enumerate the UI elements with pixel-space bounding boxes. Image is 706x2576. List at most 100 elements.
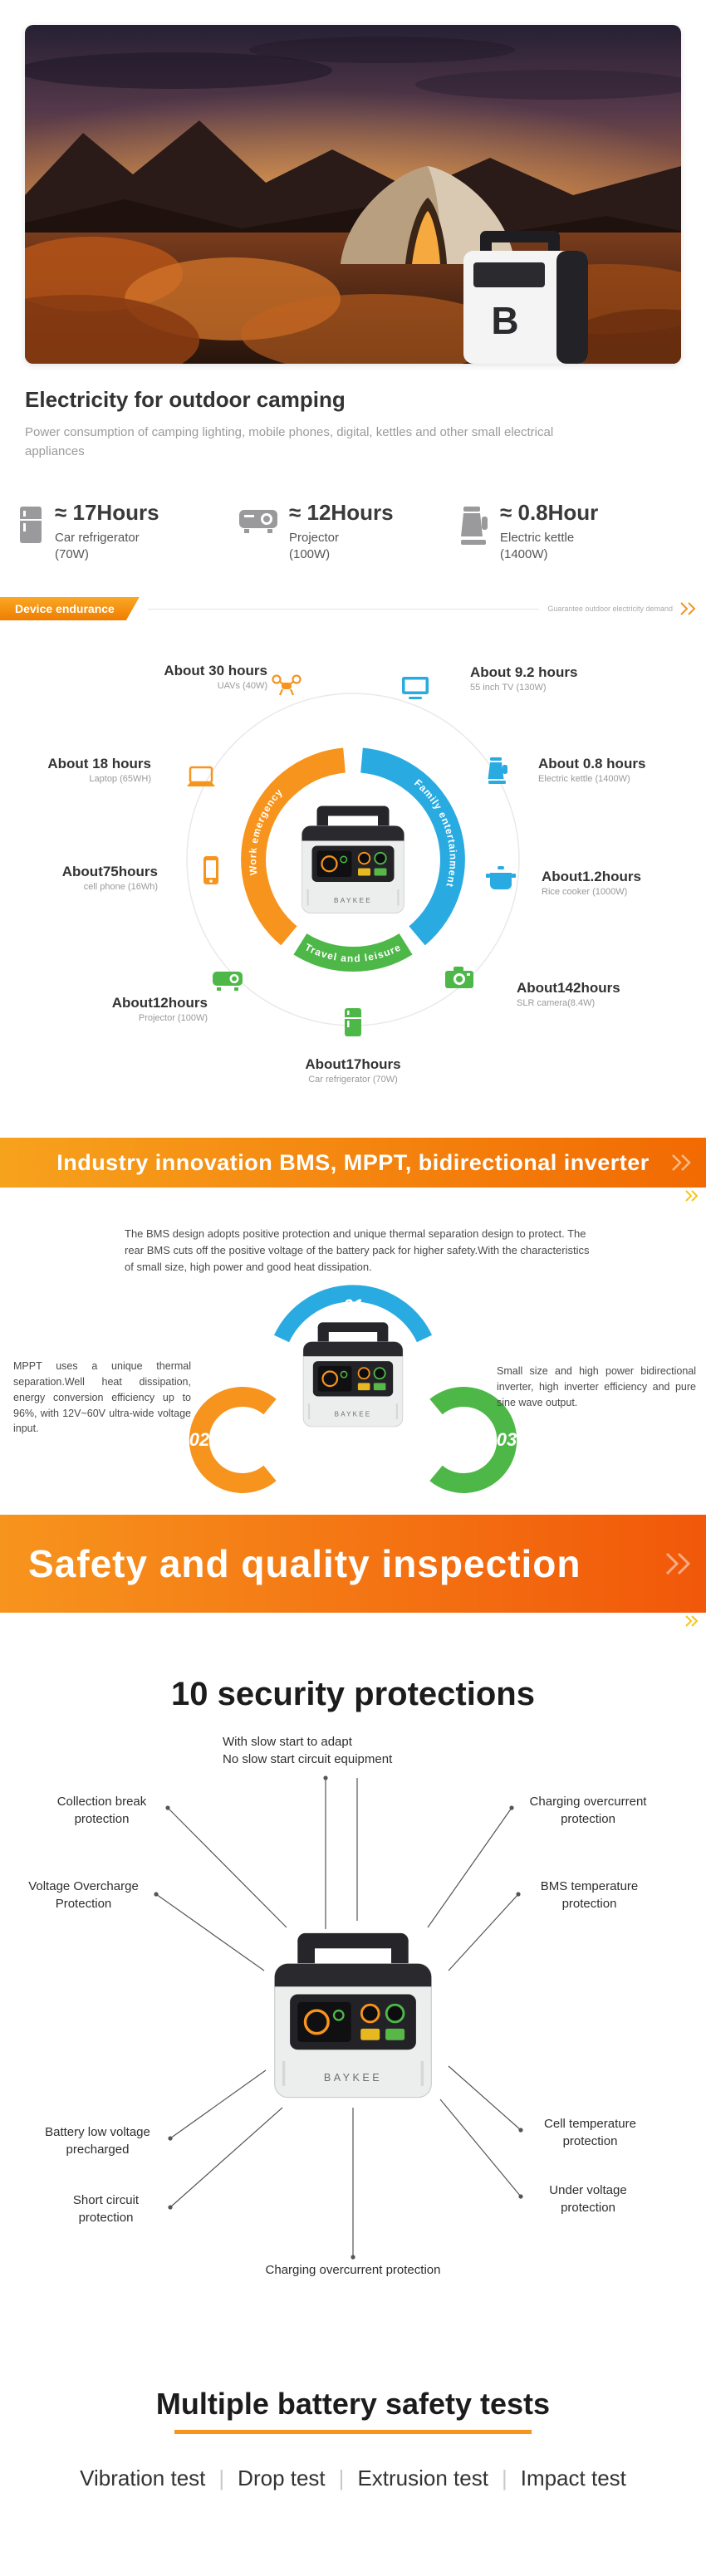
inverter-paragraph: Small size and high power bidirectional … xyxy=(497,1365,696,1408)
endurance-hours: ≈ 17Hours xyxy=(55,499,159,525)
protection-cell-temperature: Cell temperature protection xyxy=(544,2117,636,2149)
loop-orange xyxy=(189,1387,277,1494)
wheel-item-uav: About 30 hours UAVs (40W) xyxy=(164,663,267,691)
cloud xyxy=(25,52,332,89)
product-screen xyxy=(473,262,545,287)
cellphone-icon xyxy=(203,856,218,884)
rice-cooker-icon xyxy=(486,866,516,889)
kettle-icon xyxy=(461,506,488,545)
bms-section: The BMS design adopts positive protectio… xyxy=(0,1204,706,1515)
loop-green xyxy=(429,1387,517,1494)
test-impact: Impact test xyxy=(520,2466,626,2491)
safety-banner-text: Safety and quality inspection xyxy=(28,1542,581,1586)
separator: | xyxy=(501,2466,507,2491)
chevron-right-icon xyxy=(679,602,698,615)
chevron-right-icon xyxy=(685,1615,699,1628)
test-extrusion: Extrusion test xyxy=(357,2466,488,2491)
protection-charging-overcurrent: Charging overcurrent protection xyxy=(529,1795,647,1827)
innovation-banner-text: Industry innovation BMS, MPPT, bidirecti… xyxy=(56,1149,650,1175)
segment-work xyxy=(241,747,346,946)
segment-family xyxy=(360,747,465,946)
drone-icon xyxy=(272,674,302,696)
endurance-device: Electric kettle xyxy=(500,530,575,545)
wheel-item-rice-cooker: About1.2hours Rice cooker (1000W) xyxy=(542,869,641,897)
device-endurance-ribbon: Device endurance Guarantee outdoor elect… xyxy=(0,596,706,621)
wheel-item-camera: About142hours SLR camera(8.4W) xyxy=(517,980,620,1008)
protection-under-voltage: Under voltage protection xyxy=(549,2183,627,2216)
protections-title: 10 security protections xyxy=(171,1676,535,1713)
ribbon-note: Guarantee outdoor electricity demand xyxy=(547,605,673,613)
step-number-2: 02 xyxy=(189,1429,210,1450)
projector-small-icon xyxy=(213,972,243,991)
endurance-wheel: Work emergency Family entertainment Trav… xyxy=(0,631,706,1117)
protection-bms-temperature: BMS temperature protection xyxy=(540,1879,639,1912)
battery-tests-row: Vibration test | Drop test | Extrusion t… xyxy=(0,2466,706,2491)
protection-collection-break: Collection break protection xyxy=(56,1795,147,1827)
endurance-hours: ≈ 12Hours xyxy=(289,499,394,525)
wheel-item-cellphone: About75hours cell phone (16Wh) xyxy=(61,864,158,892)
test-vibration: Vibration test xyxy=(80,2466,206,2491)
hero-product: B xyxy=(463,231,588,364)
wheel-item-electric-kettle: About 0.8 hours Electric kettle (1400W) xyxy=(538,756,646,784)
power-station-product xyxy=(291,802,415,918)
chevron-right-icon xyxy=(665,1553,691,1575)
endurance-power: (1400W) xyxy=(500,546,548,561)
wheel-item-car-fridge: About17hours Car refrigerator (70W) xyxy=(305,1056,401,1085)
safety-banner: Safety and quality inspection xyxy=(0,1515,706,1614)
separator: | xyxy=(218,2466,225,2491)
protection-charging-overcurrent-bottom: Charging overcurrent protection xyxy=(265,2263,441,2278)
protection-short-circuit: Short circuit protection xyxy=(72,2193,140,2226)
tv-icon xyxy=(402,677,429,699)
protections-diagram: With slow start to adapt No slow start c… xyxy=(0,1721,706,2340)
protection-voltage-overcharge: Voltage Overcharge Protection xyxy=(28,1879,139,1912)
endurance-device: Projector xyxy=(289,530,340,545)
endurance-item-fridge: ≈ 17Hours Car refrigerator (70W) xyxy=(17,500,238,564)
tent xyxy=(341,166,515,264)
camera-icon xyxy=(445,967,473,988)
divider-line xyxy=(147,608,540,610)
test-drop: Drop test xyxy=(238,2466,326,2491)
electric-kettle-icon xyxy=(488,757,507,784)
endurance-hours: ≈ 0.8Hour xyxy=(500,499,599,525)
car-fridge-icon xyxy=(345,1008,361,1036)
protection-battery-low-voltage: Battery low voltage precharged xyxy=(45,2125,150,2157)
innovation-banner: Industry innovation BMS, MPPT, bidirecti… xyxy=(0,1138,706,1188)
power-station-product xyxy=(257,1927,449,2104)
decor-chevron-row xyxy=(0,1613,706,1629)
hero-section: B Electricity for outdoor camping Power … xyxy=(0,0,706,462)
brand-logo: B xyxy=(491,299,518,342)
step-number-1: 01 xyxy=(343,1295,363,1316)
chevron-right-icon xyxy=(672,1154,691,1171)
fridge-icon xyxy=(20,506,42,543)
endurance-power: (70W) xyxy=(55,546,89,561)
bms-loops: 01 02 03 xyxy=(189,1285,517,1494)
separator: | xyxy=(338,2466,345,2491)
product-handle xyxy=(480,231,560,242)
camping-photo: B xyxy=(25,25,681,364)
mountains xyxy=(25,120,681,242)
endurance-item-kettle: ≈ 0.8Hour Electric kettle (1400W) xyxy=(458,500,679,564)
hero-subtitle: Power consumption of camping lighting, m… xyxy=(25,425,554,459)
title-underline xyxy=(174,2430,532,2435)
bms-diagram: 01 02 03 MPPT uses a unique thermal sepa… xyxy=(0,1282,706,1515)
projector-icon xyxy=(239,509,277,533)
protection-slow-start: With slow start to adapt No slow start c… xyxy=(223,1735,393,1767)
battery-tests-title: Multiple battery safety tests xyxy=(155,2387,551,2422)
chevron-right-icon xyxy=(685,1190,699,1202)
laptop-icon xyxy=(187,766,215,786)
bms-intro-paragraph: The BMS design adopts positive protectio… xyxy=(125,1227,590,1274)
power-station-product xyxy=(292,1319,414,1431)
decor-chevron-row xyxy=(0,1188,706,1204)
hero-title: Electricity for outdoor camping xyxy=(25,387,346,412)
wheel-item-projector: About12hours Projector (100W) xyxy=(111,995,208,1023)
wheel-item-tv: About 9.2 hours 55 inch TV (130W) xyxy=(470,664,578,693)
loop-blue xyxy=(273,1285,433,1343)
endurance-row: ≈ 17Hours Car refrigerator (70W) ≈ 12Hou… xyxy=(0,500,706,564)
step-number-3: 03 xyxy=(497,1429,517,1450)
callout-lines xyxy=(154,1775,523,2260)
endurance-power: (100W) xyxy=(289,546,331,561)
endurance-item-projector: ≈ 12Hours Projector (100W) xyxy=(238,500,458,564)
wheel-item-laptop: About 18 hours Laptop (65WH) xyxy=(47,756,151,784)
mppt-paragraph: MPPT uses a unique thermal separation.We… xyxy=(13,1360,191,1435)
